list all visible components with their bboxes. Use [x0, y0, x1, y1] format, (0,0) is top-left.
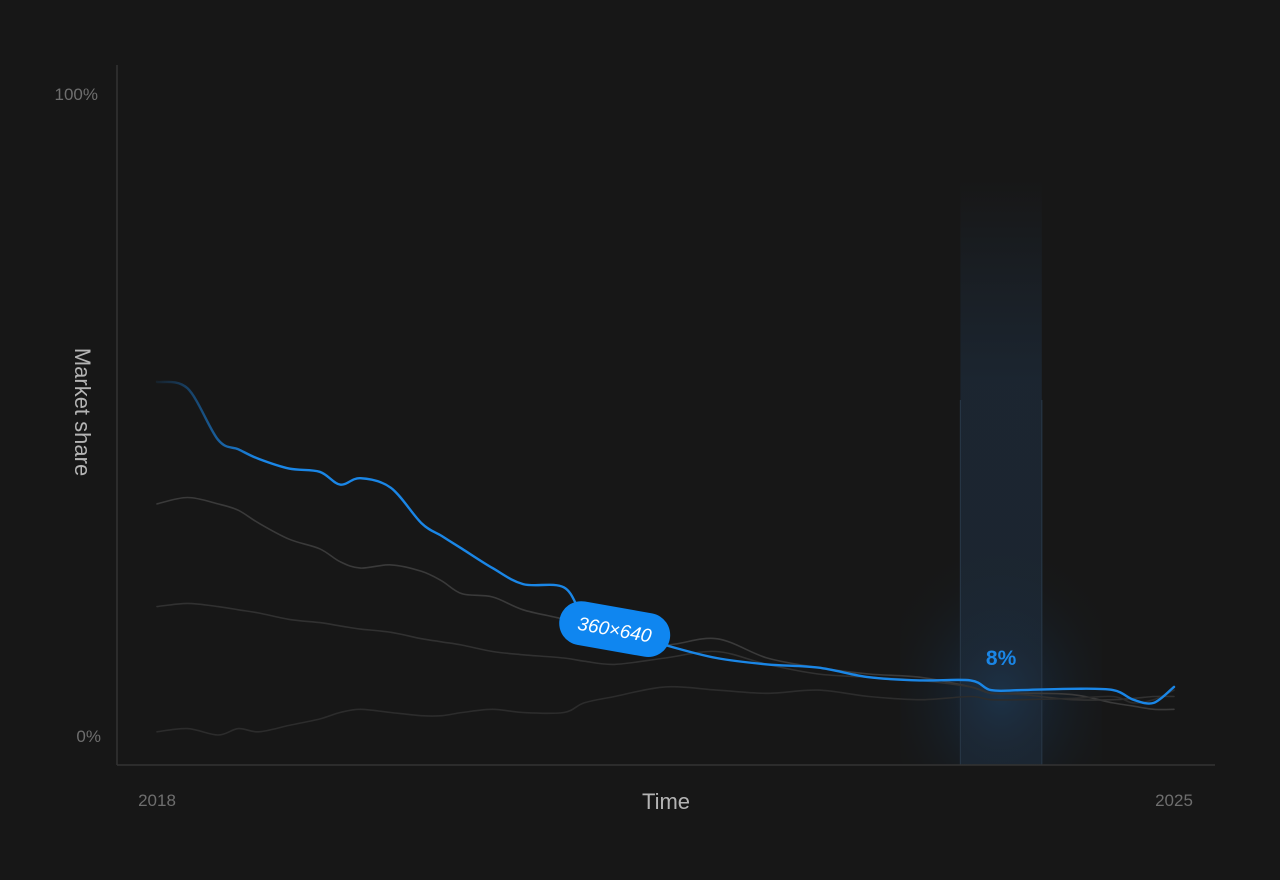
- series-line-context-3: [156, 685, 1175, 736]
- annotation-pill: 360×640: [559, 601, 671, 658]
- x-tick-label-end: 2025: [1155, 791, 1193, 810]
- y-tick-label-top: 100%: [55, 85, 98, 104]
- series-line-context-2: [156, 602, 1175, 701]
- highlight-band-layer: [900, 180, 1102, 765]
- annotation-pill-bg: [559, 601, 671, 658]
- series-layer: [155, 380, 1176, 736]
- highlight-band: [960, 180, 1042, 765]
- label-layer: 100% 0% 2018 2025 Time Market share: [55, 85, 1193, 814]
- y-tick-label-bottom: 0%: [76, 727, 101, 746]
- y-axis-title: Market share: [70, 348, 95, 476]
- series-line-highlight: [155, 380, 1176, 705]
- x-tick-label-start: 2018: [138, 791, 176, 810]
- axes: [116, 65, 1215, 766]
- x-axis-title: Time: [642, 789, 690, 814]
- highlight-band-label: 8%: [986, 647, 1017, 670]
- annotation-layer: 8% 360×640: [559, 601, 1017, 670]
